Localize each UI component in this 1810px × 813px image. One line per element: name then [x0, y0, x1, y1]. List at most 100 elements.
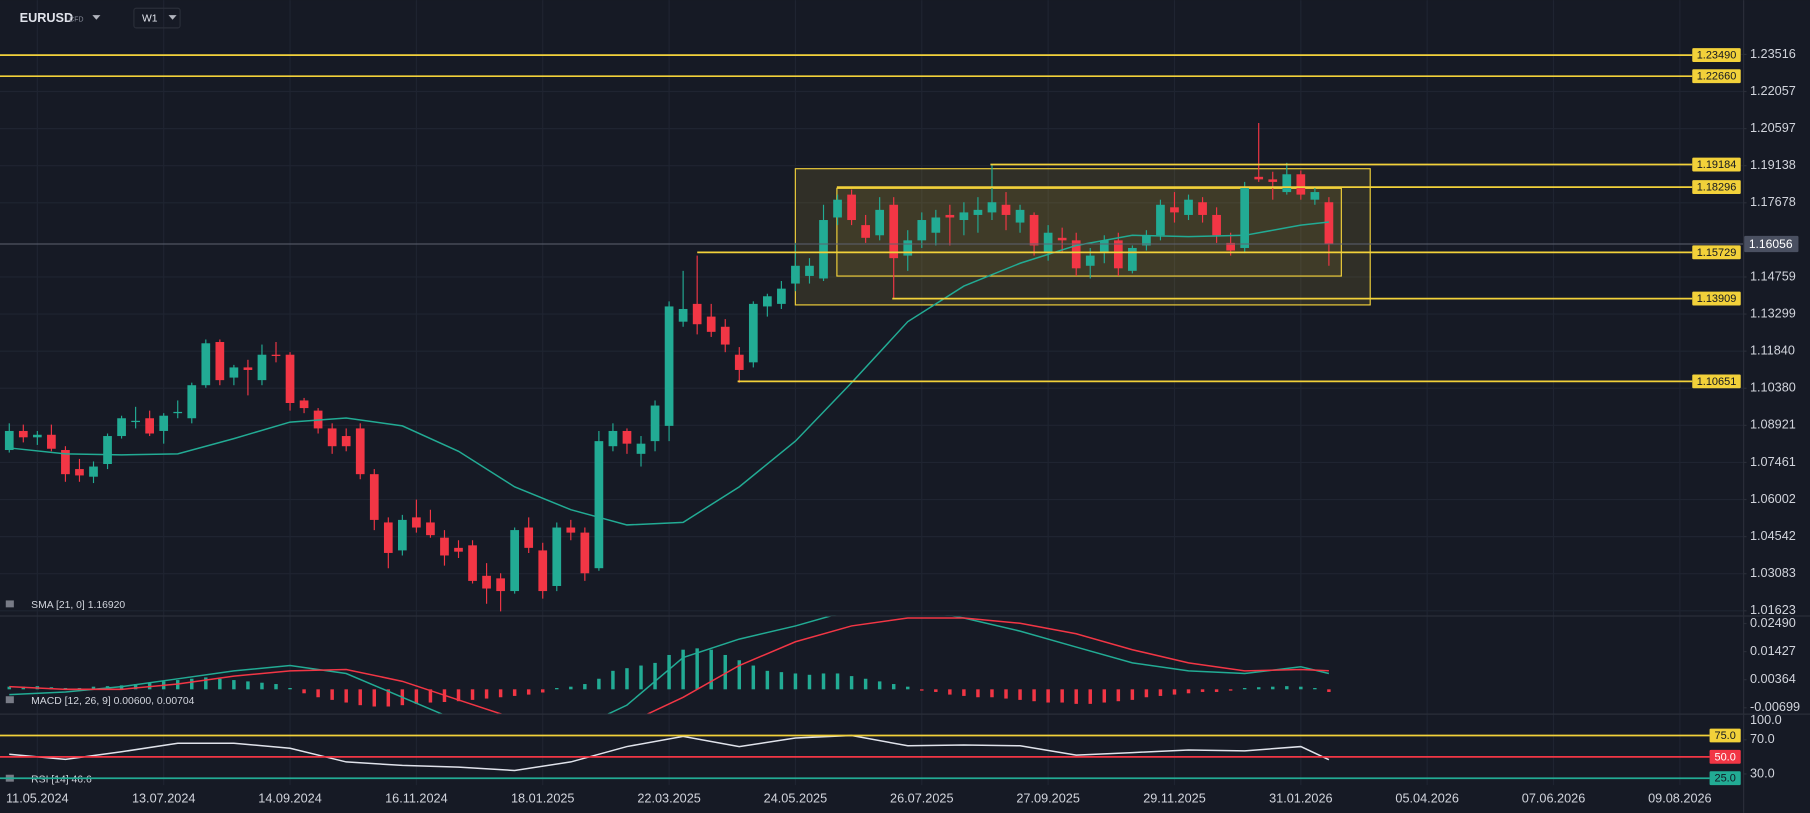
histogram-bar: [1060, 689, 1064, 703]
histogram-bar: [204, 677, 208, 690]
candle-body: [566, 527, 576, 533]
candle-body: [692, 303, 702, 325]
candle-body: [538, 550, 548, 592]
candle-body: [720, 326, 730, 345]
candle-body: [777, 288, 786, 304]
candle-body: [1282, 174, 1292, 193]
candle-body: [1268, 179, 1278, 182]
candle-body: [1156, 204, 1165, 236]
candle-body: [1170, 207, 1179, 213]
y-tick-label: 30.0: [1750, 766, 1775, 780]
candle-body: [819, 220, 828, 279]
candle-body: [1310, 192, 1320, 200]
candle-body: [482, 575, 491, 589]
candle-body: [271, 354, 281, 356]
histogram-bar: [765, 670, 770, 690]
candle-body: [1099, 240, 1109, 254]
histogram-bar: [190, 678, 194, 690]
histogram-bar: [330, 689, 334, 700]
x-tick-label: 24.05.2025: [764, 791, 828, 805]
histogram-bar: [260, 682, 264, 690]
histogram-bar: [1004, 689, 1008, 699]
macd-pane: [7, 615, 1331, 714]
x-tick-label: 07.06.2026: [1522, 791, 1586, 805]
candle-body: [61, 450, 70, 475]
y-tick-label: 1.06002: [1750, 492, 1796, 506]
candle-body: [47, 434, 56, 449]
candle-body: [524, 527, 534, 548]
y-tick-label: 1.10380: [1750, 381, 1796, 395]
candle-body: [4, 430, 14, 451]
histogram-bar: [625, 668, 629, 690]
candle-body: [229, 367, 239, 378]
candle-body: [903, 240, 913, 256]
histogram-bar: [934, 689, 938, 692]
histogram-bar: [877, 681, 882, 690]
histogram-bar: [653, 662, 657, 690]
histogram-bar: [274, 684, 278, 690]
histogram-bar: [428, 689, 433, 703]
x-tick-label: 27.09.2025: [1016, 791, 1080, 805]
histogram-bar: [835, 673, 840, 690]
level-label-box: [1692, 245, 1741, 260]
histogram-bar: [807, 674, 812, 690]
candle-body: [1142, 235, 1151, 246]
candle-body: [847, 194, 856, 221]
y-tick-label: 1.17678: [1750, 195, 1796, 209]
y-tick-label: 70.0: [1750, 732, 1775, 746]
timeframe[interactable]: W1: [142, 13, 158, 24]
candle-body: [299, 400, 309, 409]
y-tick-label: 1.07461: [1750, 455, 1796, 469]
candle-body: [734, 354, 744, 370]
dropdown-arrow[interactable]: [92, 15, 101, 20]
candle-body: [580, 532, 590, 574]
candle-body: [889, 204, 899, 259]
signal-readout: 0.00704: [157, 696, 195, 707]
rsi-pane: [9, 734, 1330, 772]
candle-body: [341, 436, 351, 447]
timeframe-box[interactable]: [133, 7, 181, 29]
x-tick-label: 18.01.2025: [511, 791, 575, 805]
candle-body: [664, 306, 674, 426]
candle-body: [678, 308, 688, 322]
candle-body: [32, 434, 42, 438]
candle-body: [1085, 255, 1095, 266]
candle-body: [412, 517, 421, 528]
candle-body: [875, 209, 885, 236]
histogram-bar: [316, 689, 320, 698]
y-tick-label: 1.22057: [1750, 84, 1796, 98]
histogram-bar: [1074, 689, 1078, 704]
current-price-label: 1.16056: [1749, 237, 1793, 251]
candle-body: [75, 469, 84, 476]
level-label: 1.18296: [1697, 182, 1737, 194]
histogram-bar: [821, 673, 826, 690]
rsi-level-label: 25.0: [1714, 773, 1735, 785]
y-tick-label: 1.13299: [1750, 306, 1796, 320]
candle-body: [496, 578, 505, 592]
histogram-bar: [611, 670, 615, 690]
level-label: 1.23490: [1697, 50, 1737, 62]
histogram-bar: [1242, 687, 1247, 690]
candle-body: [426, 522, 435, 536]
candle-body: [18, 430, 28, 438]
histogram-bar: [246, 681, 250, 690]
histogram-bar: [667, 654, 671, 690]
candle-body: [833, 199, 842, 218]
x-tick-label: 31.01.2026: [1269, 791, 1333, 805]
candle-body: [159, 415, 169, 431]
x-tick-label: 11.05.2024: [6, 791, 69, 805]
dropdown-arrow[interactable]: [168, 15, 177, 20]
candle-body: [1240, 186, 1250, 248]
indicator-line: [9, 221, 1329, 526]
candle-body: [805, 265, 814, 276]
candle-body: [1184, 199, 1193, 215]
legend-icon[interactable]: [5, 696, 14, 704]
legend-icon[interactable]: [5, 600, 14, 608]
histogram-bar: [709, 649, 713, 690]
candle-body: [1057, 237, 1067, 241]
histogram-bar: [1271, 686, 1275, 690]
candle-body: [791, 265, 800, 284]
symbol[interactable]: EURUSD: [20, 11, 74, 25]
histogram-bar: [1200, 689, 1205, 692]
x-tick-label: 26.07.2025: [890, 791, 954, 805]
